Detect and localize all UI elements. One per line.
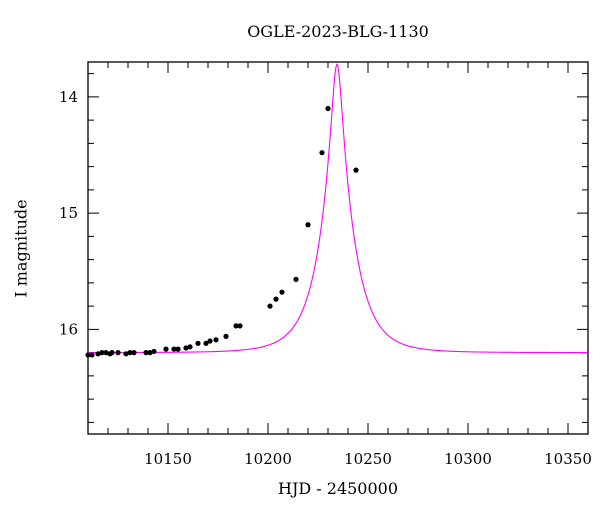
x-tick-label: 10150 — [144, 450, 192, 468]
y-tick-label: 15 — [59, 204, 78, 222]
model-curve — [88, 63, 588, 354]
y-axis-label: I magnitude — [11, 199, 31, 298]
y-tick-label: 14 — [59, 88, 78, 106]
data-point — [127, 350, 133, 356]
chart-title: OGLE-2023-BLG-1130 — [247, 22, 429, 41]
data-point — [115, 350, 121, 356]
data-point — [123, 351, 129, 357]
data-point — [89, 352, 95, 358]
x-tick-label: 10200 — [244, 450, 292, 468]
data-point — [203, 340, 209, 346]
data-point — [95, 351, 101, 357]
data-point — [207, 338, 213, 344]
data-point — [143, 350, 149, 356]
x-axis-label: HJD - 2450000 — [277, 479, 399, 498]
axis-tick-labels: 10150 10200 10250 10300 10350 14 15 16 — [59, 88, 592, 468]
data-point — [147, 350, 153, 356]
data-point — [109, 350, 115, 356]
data-point — [187, 344, 193, 350]
data-point — [163, 346, 169, 352]
data-point — [131, 350, 137, 356]
data-point — [279, 289, 285, 295]
data-point — [293, 276, 299, 282]
axis-ticks — [87, 62, 589, 434]
data-point — [325, 105, 331, 112]
data-point — [99, 350, 105, 356]
data-point — [151, 348, 157, 355]
data-point — [267, 303, 273, 309]
data-point — [183, 345, 189, 351]
data-point — [273, 296, 279, 302]
x-tick-label: 10350 — [544, 450, 592, 468]
data-point — [353, 167, 359, 173]
plot-frame — [87, 61, 589, 435]
x-tick-label: 10300 — [444, 450, 492, 468]
data-point — [237, 323, 243, 329]
y-tick-label: 16 — [59, 320, 78, 338]
data-point — [195, 340, 201, 346]
data-point — [175, 346, 181, 352]
data-point — [171, 346, 177, 352]
data-point — [223, 333, 229, 339]
data-points — [85, 105, 359, 358]
data-point — [319, 150, 325, 156]
data-point — [305, 222, 311, 228]
data-point — [85, 352, 91, 358]
x-tick-label: 10250 — [344, 450, 392, 468]
data-point — [103, 350, 109, 356]
data-point — [233, 323, 239, 329]
data-point — [213, 337, 219, 343]
